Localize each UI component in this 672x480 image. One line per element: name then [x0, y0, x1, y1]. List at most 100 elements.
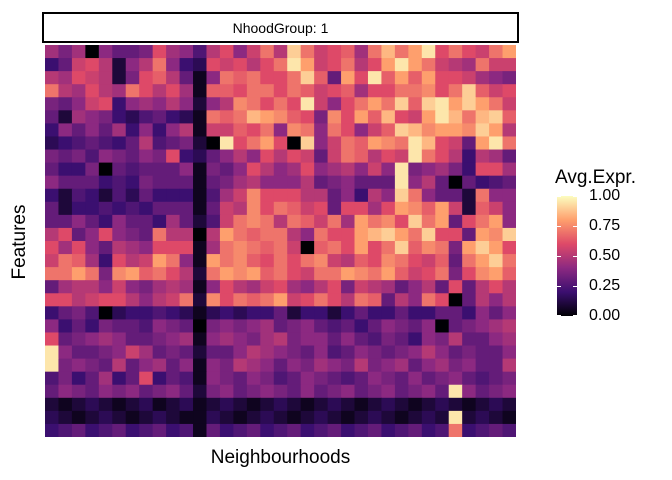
heatmap-cell: [327, 175, 342, 190]
heatmap-cell: [287, 319, 302, 333]
heatmap-cell: [448, 293, 463, 307]
heatmap-cell: [45, 201, 59, 216]
heatmap-cell: [166, 227, 181, 242]
heatmap-cell: [58, 58, 73, 72]
heatmap-cell: [435, 188, 450, 203]
heatmap-cell: [273, 110, 288, 124]
heatmap-cell: [179, 58, 194, 72]
heatmap-cell: [98, 254, 113, 268]
heatmap-cell: [435, 201, 450, 216]
heatmap-cell: [45, 345, 59, 360]
heatmap-cell: [314, 149, 329, 164]
heatmap-cell: [354, 358, 369, 373]
heatmap-cell: [327, 384, 342, 399]
heatmap-cell: [206, 319, 221, 333]
heatmap-cell: [502, 123, 516, 137]
heatmap-cell: [112, 97, 127, 111]
heatmap-cell: [58, 71, 73, 85]
heatmap-cell: [260, 214, 275, 229]
heatmap-cell: [233, 332, 248, 347]
heatmap-cell: [206, 241, 221, 255]
heatmap-cell: [85, 71, 100, 85]
heatmap-cell: [314, 358, 329, 373]
legend-tick-mark: [573, 315, 577, 316]
heatmap-cell: [219, 254, 234, 268]
heatmap-cell: [206, 45, 221, 59]
heatmap-cell: [489, 149, 504, 164]
heatmap-cell: [246, 410, 261, 425]
heatmap-cell: [448, 97, 463, 111]
heatmap-cell: [246, 58, 261, 72]
heatmap-cell: [475, 188, 490, 203]
heatmap-cell: [193, 162, 207, 177]
heatmap-cell: [206, 97, 221, 111]
heatmap-cell: [421, 345, 436, 360]
heatmap-cell: [206, 306, 221, 320]
heatmap-cell: [193, 149, 207, 164]
heatmap-cell: [367, 280, 382, 294]
heatmap-cell: [408, 123, 423, 137]
heatmap-cell: [246, 97, 261, 111]
heatmap-cell: [246, 293, 261, 307]
heatmap-cell: [367, 97, 382, 111]
heatmap-cell: [233, 319, 248, 333]
heatmap-cell: [45, 241, 59, 255]
heatmap-cell: [327, 358, 342, 373]
heatmap-cell: [394, 371, 409, 386]
heatmap-cell: [462, 84, 477, 98]
heatmap-cell: [475, 280, 490, 294]
heatmap-cell: [206, 188, 221, 203]
heatmap-cell: [71, 306, 86, 320]
heatmap-cell: [152, 410, 167, 425]
heatmap-cell: [381, 123, 396, 137]
heatmap-cell: [58, 45, 73, 59]
heatmap-cell: [71, 410, 86, 425]
heatmap-cell: [354, 254, 369, 268]
heatmap-cell: [206, 136, 221, 151]
heatmap-cell: [367, 110, 382, 124]
heatmap-cell: [408, 384, 423, 399]
heatmap-cell: [139, 410, 154, 425]
heatmap-cell: [179, 410, 194, 425]
heatmap-cell: [45, 84, 59, 98]
heatmap-cell: [193, 254, 207, 268]
heatmap-cell: [435, 123, 450, 137]
heatmap-cell: [354, 371, 369, 386]
heatmap-cell: [112, 358, 127, 373]
heatmap-cell: [45, 384, 59, 399]
heatmap-cell: [125, 123, 140, 137]
heatmap-cell: [139, 280, 154, 294]
heatmap-cell: [300, 384, 315, 399]
heatmap-cell: [246, 306, 261, 320]
heatmap-cell: [327, 227, 342, 242]
heatmap-cell: [112, 201, 127, 216]
heatmap-cell: [354, 306, 369, 320]
heatmap-cell: [139, 45, 154, 59]
heatmap-cell: [85, 45, 100, 59]
heatmap-cell: [246, 214, 261, 229]
heatmap-cell: [112, 267, 127, 281]
heatmap-cell: [341, 110, 356, 124]
heatmap-cell: [98, 384, 113, 399]
heatmap-cell: [421, 97, 436, 111]
heatmap-cell: [179, 280, 194, 294]
heatmap-cell: [206, 162, 221, 177]
heatmap-cell: [327, 254, 342, 268]
heatmap-cell: [58, 358, 73, 373]
heatmap-cell: [367, 84, 382, 98]
heatmap-cell: [233, 149, 248, 164]
heatmap-cell: [394, 201, 409, 216]
heatmap-cell: [139, 267, 154, 281]
heatmap-cell: [448, 71, 463, 85]
heatmap-cell: [246, 84, 261, 98]
heatmap-cell: [408, 175, 423, 190]
heatmap-cell: [71, 84, 86, 98]
heatmap-cell: [381, 410, 396, 425]
heatmap-cell: [354, 293, 369, 307]
heatmap-cell: [193, 136, 207, 151]
heatmap-cell: [489, 397, 504, 412]
heatmap-cell: [71, 71, 86, 85]
heatmap-cell: [98, 397, 113, 412]
heatmap-cell: [71, 227, 86, 242]
heatmap-cell: [435, 280, 450, 294]
